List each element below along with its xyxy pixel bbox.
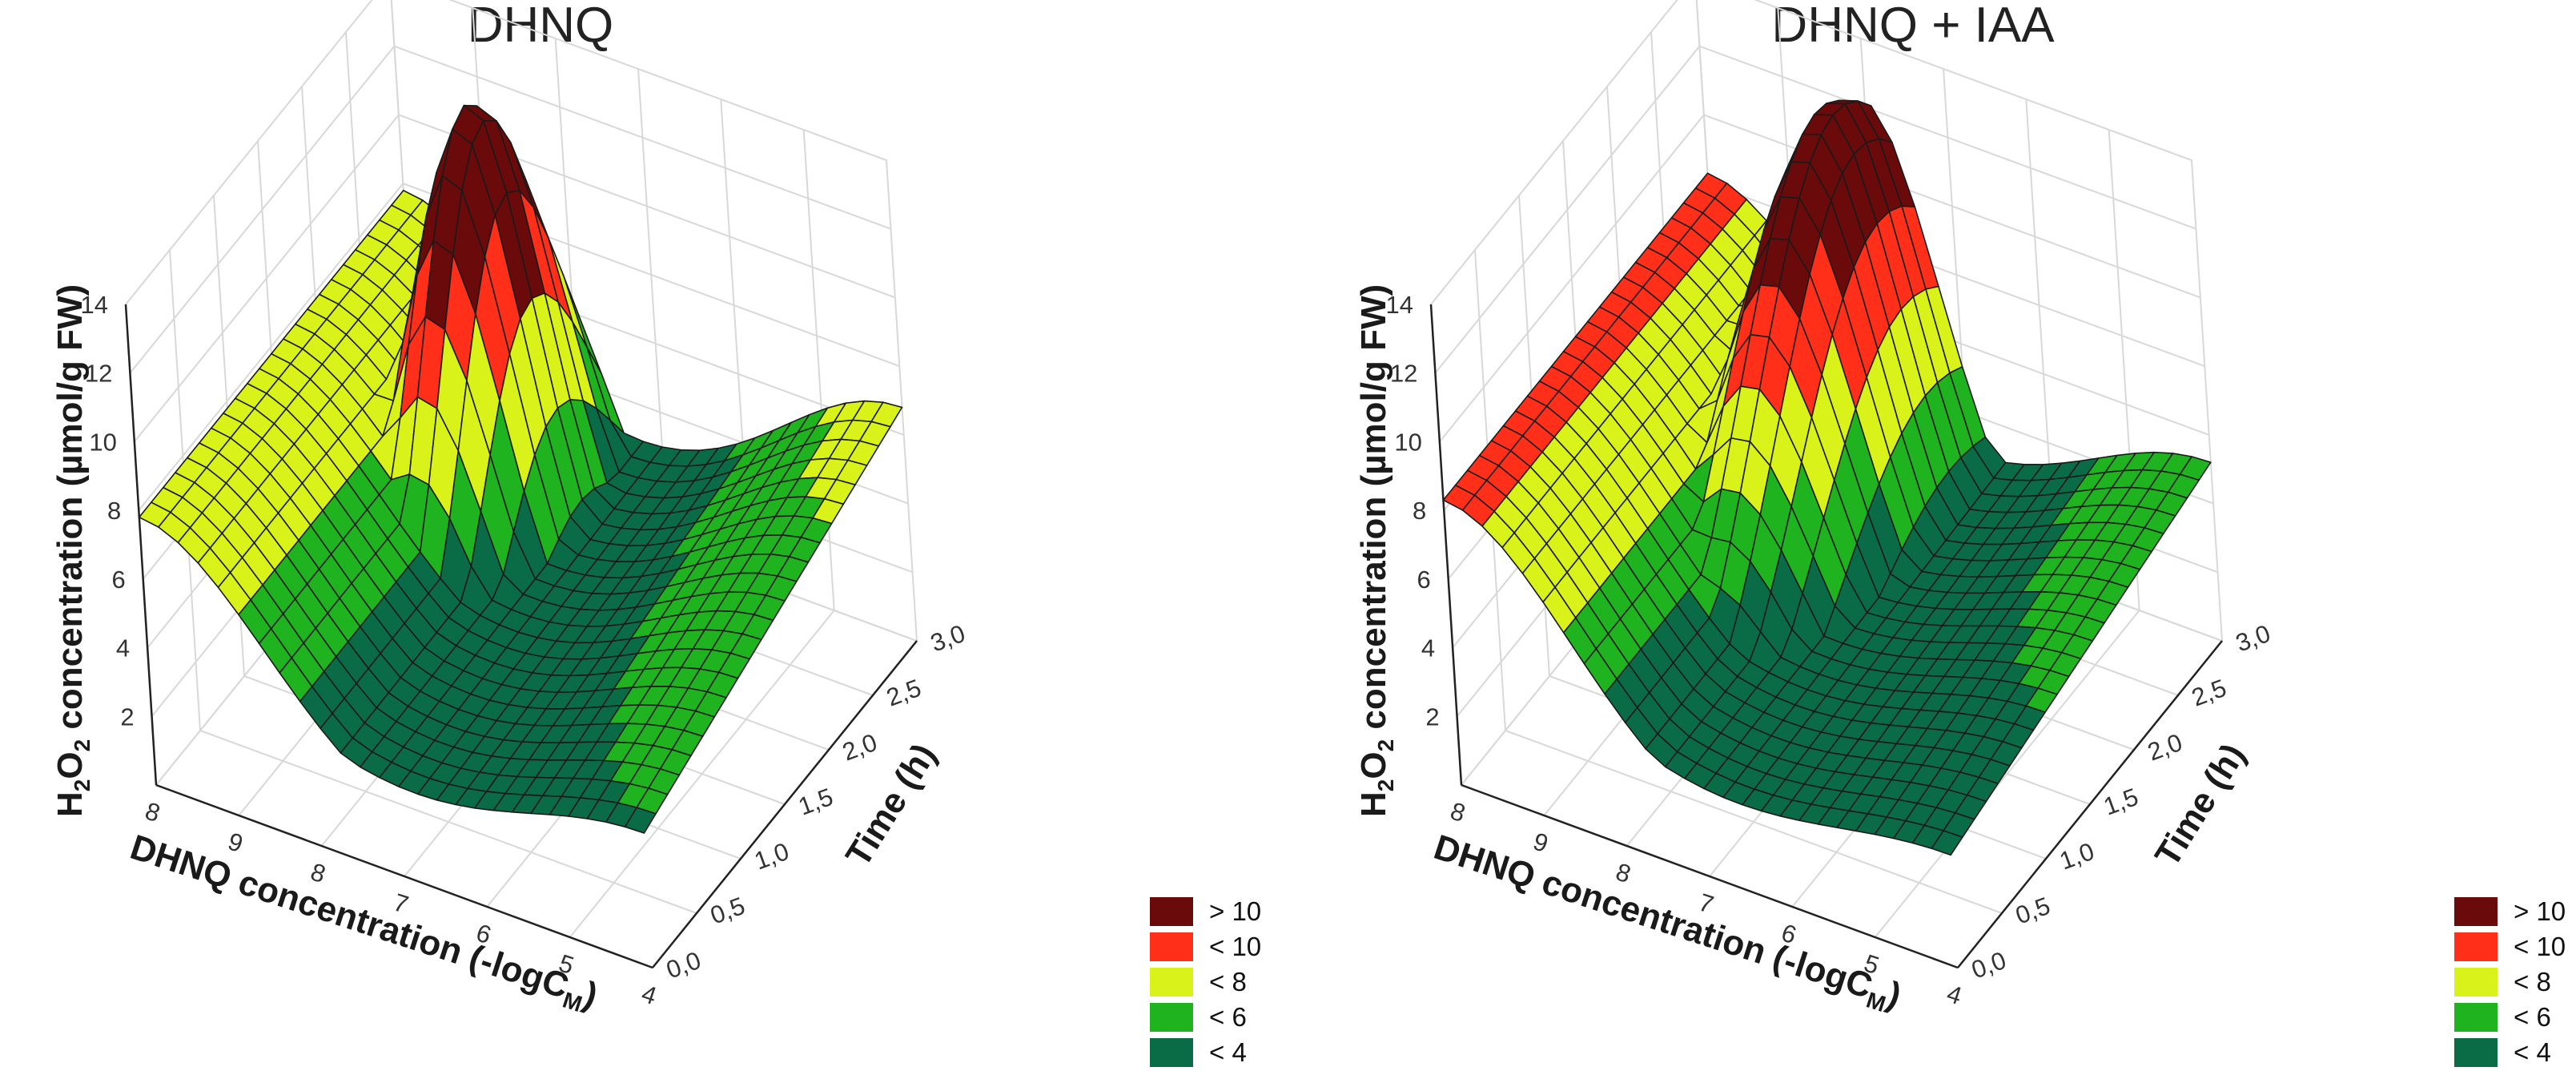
legend-swatch [1150, 1003, 1193, 1032]
legend-swatch [1150, 968, 1193, 997]
x-tick-label: 8 [1447, 797, 1469, 828]
y-axis-line [652, 640, 918, 968]
x-tick-label: 8 [142, 797, 163, 828]
chart-title: DHNQ + IAA [1771, 0, 2055, 53]
legend-label: > 10 [1209, 896, 1261, 926]
z-tick-label: 6 [111, 566, 125, 594]
z-axis-title: H2O2 concentration (µmol/g FW) [50, 284, 94, 817]
surface-plot [1442, 99, 2212, 856]
legend-label: > 10 [2514, 896, 2566, 926]
z-tick-label: 4 [1421, 634, 1435, 662]
legend-swatch [2454, 897, 2498, 926]
chart-title: DHNQ [468, 0, 614, 53]
surface-plot [139, 104, 903, 834]
legend-label: < 4 [2514, 1037, 2551, 1067]
x-tick-label: 4 [1943, 980, 1965, 1011]
z-tick-label: 2 [1425, 703, 1439, 731]
surface-cell [624, 807, 657, 834]
z-tick-label: 12 [1390, 360, 1417, 388]
z-tick-label: 14 [1386, 291, 1413, 319]
z-tick-label: 10 [1394, 428, 1421, 456]
x-tick-label: 9 [1529, 827, 1551, 859]
legend-label: < 10 [1209, 932, 1261, 961]
legend: > 10 < 10 < 8 < 6 < 4 [2454, 896, 2566, 1067]
grid-line [169, 249, 697, 914]
legend-swatch [2454, 932, 2498, 961]
y-tick-label: 1,0 [2056, 837, 2097, 876]
y-tick-label: 0,0 [662, 946, 704, 984]
x-axis-title: DHNQ concentration (-logCM) [124, 827, 602, 1021]
y-tick-label: 1,5 [794, 783, 836, 821]
x-axis-line [1461, 783, 1959, 969]
legend-swatch [1150, 932, 1193, 961]
y-tick-label: 3,0 [926, 619, 968, 658]
z-tick-label: 10 [89, 428, 116, 456]
legend-label: < 8 [1209, 967, 1247, 997]
legend-swatch [1150, 897, 1193, 926]
legend-swatch [2454, 968, 2498, 997]
z-axis-title: H2O2 concentration (µmol/g FW) [1354, 284, 1398, 817]
y-tick-label: 1,5 [2100, 783, 2141, 821]
y-tick-label: 2,0 [2144, 728, 2185, 767]
legend-swatch [2454, 1038, 2498, 1067]
z-tick-label: 2 [120, 703, 134, 731]
y-tick-label: 0,5 [2011, 892, 2053, 930]
z-tick-label: 8 [107, 497, 121, 525]
z-tick-label: 4 [116, 634, 130, 662]
legend-label: < 6 [2514, 1002, 2551, 1032]
z-tick-label: 12 [85, 360, 112, 388]
z-axis-line [124, 304, 158, 786]
x-axis-title: DHNQ concentration (-logCM) [1428, 827, 1906, 1021]
x-tick-label: 4 [638, 980, 660, 1011]
legend-label: < 10 [2514, 932, 2566, 961]
legend-label: < 4 [1209, 1037, 1247, 1067]
surface-cell [1931, 830, 1963, 856]
z-tick-label: 6 [1417, 566, 1430, 594]
z-axis-line [1429, 304, 1463, 786]
y-tick-label: 2,0 [838, 728, 880, 767]
y-tick-label: 3,0 [2232, 619, 2273, 658]
z-tick-label: 8 [1413, 497, 1426, 525]
legend-swatch [2454, 1003, 2498, 1032]
chart-dhnq: DHNQ 246810121489876540,00,51,01,52,02,5… [50, 0, 1261, 1067]
grid-line [1474, 249, 2003, 914]
chart-dhnq-iaa: DHNQ + IAA 246810121489876540,00,51,01,5… [1354, 0, 2566, 1067]
legend-label: < 6 [1209, 1002, 1247, 1032]
y-tick-label: 1,0 [750, 837, 792, 876]
y-axis-line [1957, 640, 2223, 968]
y-tick-label: 0,0 [1967, 946, 2009, 984]
y-tick-label: 2,5 [882, 674, 924, 712]
legend: > 10 < 10 < 8 < 6 < 4 [1150, 896, 1261, 1067]
legend-swatch [1150, 1038, 1193, 1067]
z-tick-label: 14 [81, 291, 108, 319]
y-tick-label: 0,5 [706, 892, 748, 930]
x-tick-label: 9 [224, 827, 246, 859]
x-axis-line [155, 783, 653, 969]
y-tick-label: 2,5 [2188, 674, 2229, 712]
legend-label: < 8 [2514, 967, 2551, 997]
